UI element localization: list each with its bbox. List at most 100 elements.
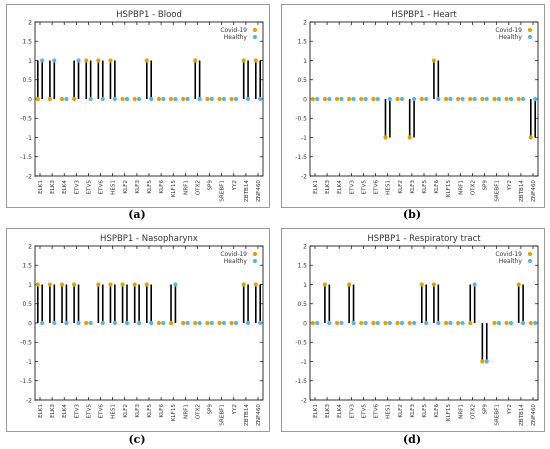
point-healthy <box>64 320 69 326</box>
point-covid <box>241 58 246 63</box>
x-tick-label: ZNF460 <box>531 404 537 426</box>
x-tick-label: ZBTB14 <box>519 180 525 202</box>
x-tick-label: SP9 <box>483 404 489 415</box>
y-tick-label: -1.5 <box>295 378 307 385</box>
point-covid <box>253 58 258 63</box>
point-covid <box>431 282 437 287</box>
point-healthy <box>315 96 320 102</box>
y-tick-label: 0.5 <box>297 301 307 308</box>
x-tick-label: ETV6 <box>99 180 105 195</box>
x-tick-label: ELK4 <box>337 404 343 418</box>
point-healthy <box>161 320 166 326</box>
point-covid <box>468 320 473 326</box>
y-tick-label: 1 <box>303 282 307 289</box>
point-covid <box>120 282 125 287</box>
x-tick-label: KLF5 <box>422 180 428 194</box>
legend-label-covid: Covid-19 <box>495 251 522 258</box>
point-healthy <box>124 96 130 102</box>
x-tick-label: HES1 <box>386 404 392 419</box>
point-covid <box>84 320 89 326</box>
point-covid <box>492 96 497 102</box>
x-tick-label: ELK4 <box>62 404 68 418</box>
x-tick-label: ZBTB14 <box>519 404 525 426</box>
legend-marker-healthy <box>527 34 533 40</box>
x-tick-label: ETV5 <box>86 404 92 419</box>
point-covid <box>168 320 174 326</box>
point-covid <box>492 320 497 326</box>
point-healthy <box>185 320 190 326</box>
x-tick-label: NRF1 <box>183 180 189 195</box>
point-healthy <box>88 320 93 326</box>
y-tick-label: 0 <box>28 96 32 103</box>
x-tick-label: SREBF1 <box>495 404 501 426</box>
point-covid <box>395 320 400 326</box>
x-tick-label: KLF15 <box>171 180 177 198</box>
point-covid <box>383 135 388 140</box>
point-healthy <box>40 320 45 326</box>
point-healthy <box>76 58 81 63</box>
point-covid <box>407 320 412 326</box>
x-tick-label: ELK1 <box>38 404 44 418</box>
x-tick-label: SP9 <box>208 180 214 191</box>
legend-label-covid: Covid-19 <box>495 27 522 34</box>
x-tick-label: KLF15 <box>446 404 452 422</box>
point-covid <box>229 320 234 326</box>
x-tick-label: ELK3 <box>50 180 56 194</box>
point-healthy <box>161 96 166 102</box>
x-tick-label: ETV6 <box>374 404 380 419</box>
point-covid <box>443 320 449 326</box>
caption-a: (a) <box>128 208 146 221</box>
point-covid <box>516 282 521 287</box>
point-covid <box>168 96 174 102</box>
x-tick-label: ETV5 <box>86 180 92 195</box>
y-tick-label: -2 <box>26 397 32 404</box>
point-healthy <box>258 96 263 102</box>
point-covid <box>193 320 198 326</box>
point-healthy <box>460 96 465 102</box>
point-covid <box>528 135 533 140</box>
point-healthy <box>221 96 226 102</box>
y-tick-label: 0 <box>28 320 32 327</box>
y-tick-label: -1.5 <box>20 378 32 385</box>
x-tick-label: KLF2 <box>398 404 404 418</box>
point-healthy <box>436 320 441 326</box>
legend-marker-covid <box>252 27 258 33</box>
point-healthy <box>64 96 69 102</box>
caption-b: (b) <box>402 208 422 221</box>
y-tick-label: -2 <box>26 173 32 180</box>
point-healthy <box>424 96 429 102</box>
plot-frame <box>309 245 539 401</box>
x-tick-label: ZNF460 <box>531 180 537 202</box>
y-tick-label: 1.5 <box>22 39 32 46</box>
point-healthy <box>209 96 214 102</box>
point-covid <box>35 282 40 287</box>
x-tick-label: ELK3 <box>325 180 331 194</box>
point-healthy <box>197 320 202 326</box>
y-tick-label: -2 <box>301 397 307 404</box>
y-tick-label: 0 <box>303 320 307 327</box>
point-covid <box>193 58 198 63</box>
x-tick-label: SREBF1 <box>220 180 226 202</box>
chart-title: HSPBP1 - Respiratory tract <box>367 234 481 244</box>
point-covid <box>310 96 315 102</box>
chart-nasopharynx: HSPBP1 - Nasopharynx 2 1.5 1 0.5 0 -0.5 -1 -1.5 -… <box>20 234 264 426</box>
x-tick-label: ZNF460 <box>256 404 262 426</box>
point-covid <box>310 320 315 326</box>
point-covid <box>217 320 222 326</box>
point-healthy <box>375 96 380 102</box>
point-healthy <box>173 96 178 102</box>
point-covid <box>84 58 89 63</box>
x-tick-label: SREBF1 <box>220 404 226 426</box>
point-covid <box>96 282 101 287</box>
point-healthy <box>496 320 501 326</box>
point-covid <box>371 320 376 326</box>
x-tick-label: HES1 <box>111 404 117 419</box>
point-healthy <box>136 320 142 326</box>
x-tick-label: KLF2 <box>123 404 129 418</box>
y-tick-label: 0.5 <box>297 77 307 84</box>
panel-c: HSPBP1 - Nasopharynx 2 1.5 1 0.5 0 -0.5 -1 -1.5 -… <box>6 228 270 432</box>
point-covid <box>120 96 125 102</box>
point-covid <box>516 96 521 102</box>
x-tick-label: KLF5 <box>147 404 153 418</box>
point-healthy <box>327 320 332 326</box>
